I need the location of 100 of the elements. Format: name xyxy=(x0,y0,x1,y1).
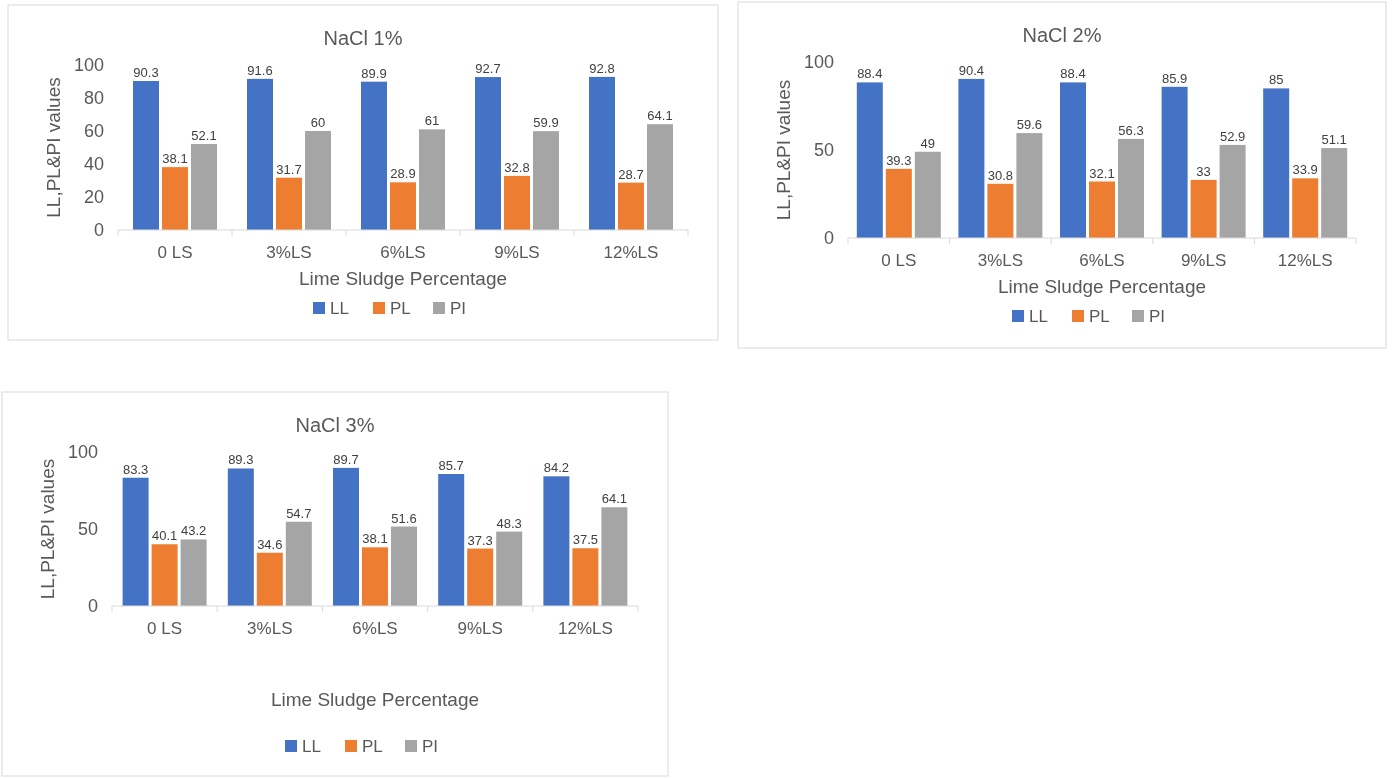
y-tick-label: 100 xyxy=(67,442,98,463)
x-axis-title: Lime Sludge Percentage xyxy=(270,689,480,710)
x-axis-title: Lime Sludge Percentage xyxy=(298,268,508,289)
y-tick-label: 40 xyxy=(83,154,104,175)
bar xyxy=(958,78,985,238)
data-label: 37.3 xyxy=(467,532,493,548)
y-tick-label: 100 xyxy=(73,55,104,76)
data-label: 32.1 xyxy=(1089,165,1115,181)
data-label: 85.9 xyxy=(1161,70,1188,86)
x-tick-label: 6%LS xyxy=(380,243,426,262)
data-label: 89.3 xyxy=(228,452,254,468)
data-label: 52.9 xyxy=(1219,128,1246,144)
y-axis-title: LL,PL&PI values xyxy=(37,458,58,600)
data-label: 40.1 xyxy=(151,528,178,544)
y-tick-label: 50 xyxy=(77,519,98,540)
y-axis-title: LL,PL&PI values xyxy=(43,77,64,218)
y-tick-label: 0 xyxy=(87,596,98,617)
data-label: 59.9 xyxy=(533,115,559,131)
data-label: 28.9 xyxy=(390,166,416,182)
y-tick-label: 100 xyxy=(803,52,834,73)
bar xyxy=(856,82,883,238)
x-tick-label: 0 LS xyxy=(881,251,917,270)
bar xyxy=(438,474,465,606)
data-label: 89.7 xyxy=(333,451,359,467)
bar xyxy=(467,548,494,606)
bar xyxy=(276,177,302,230)
x-tick-label: 0 LS xyxy=(147,619,183,638)
bar xyxy=(162,167,188,230)
x-tick-label: 9%LS xyxy=(494,243,540,262)
data-label: 43.2 xyxy=(180,523,207,539)
data-label: 31.7 xyxy=(276,161,302,177)
x-tick-label: 12%LS xyxy=(603,243,659,262)
x-tick-label: 3%LS xyxy=(266,243,312,262)
bar xyxy=(1089,181,1115,238)
data-label: 64.1 xyxy=(601,491,628,507)
data-label: 89.9 xyxy=(361,65,387,81)
data-label: 51.6 xyxy=(391,510,417,526)
data-label: 54.7 xyxy=(286,505,312,521)
data-label: 49 xyxy=(920,135,936,151)
legend-label: PI xyxy=(422,736,439,756)
x-tick-label: 3%LS xyxy=(247,619,293,638)
x-tick-label: 6%LS xyxy=(352,619,398,638)
data-label: 60 xyxy=(310,115,326,130)
y-axis-title: LL,PL&PI values xyxy=(773,79,794,221)
bar xyxy=(390,182,416,230)
bar xyxy=(601,507,628,606)
bar xyxy=(1161,86,1188,238)
bar xyxy=(256,552,283,606)
legend-label: LL xyxy=(302,736,321,756)
bar xyxy=(180,539,207,606)
legend-label: LL xyxy=(1029,306,1048,326)
data-label: 32.8 xyxy=(504,159,530,175)
bar xyxy=(589,76,615,230)
bar xyxy=(647,124,673,230)
x-tick-label: 9%LS xyxy=(457,619,503,638)
data-label: 91.6 xyxy=(247,62,273,78)
bar xyxy=(543,476,570,606)
data-label: 34.6 xyxy=(257,536,283,552)
bar xyxy=(475,77,501,230)
legend-label: PL xyxy=(390,298,411,318)
x-tick-label: 12%LS xyxy=(1277,251,1333,270)
data-label: 92.7 xyxy=(475,61,501,77)
data-label: 61 xyxy=(424,113,440,129)
data-label: 59.6 xyxy=(1016,117,1043,133)
data-label: 90.3 xyxy=(133,65,159,80)
x-tick-label: 3%LS xyxy=(977,251,1024,270)
data-label: 48.3 xyxy=(496,515,522,531)
bar xyxy=(914,151,941,238)
legend-label: PL xyxy=(362,736,383,756)
data-label: 85 xyxy=(1268,72,1284,88)
legend-label: LL xyxy=(330,298,349,318)
chart-title: NaCl 3% xyxy=(295,414,375,436)
bar xyxy=(247,78,273,230)
data-label: 51.1 xyxy=(1321,132,1347,148)
data-label: 88.4 xyxy=(1060,66,1086,82)
bar xyxy=(191,144,217,230)
bar xyxy=(305,131,331,230)
data-label: 28.7 xyxy=(618,166,644,182)
x-axis-title: Lime Sludge Percentage xyxy=(997,276,1207,297)
data-label: 83.3 xyxy=(122,461,149,477)
data-label: 33 xyxy=(1196,163,1211,179)
legend-label: PL xyxy=(1089,306,1110,326)
bar xyxy=(1219,144,1246,238)
bar xyxy=(572,548,599,606)
legend-label: PI xyxy=(450,298,467,318)
data-label: 90.4 xyxy=(958,62,985,78)
data-label: 37.5 xyxy=(572,532,599,548)
bar xyxy=(1190,179,1217,238)
bar xyxy=(1118,138,1144,238)
data-label: 85.7 xyxy=(438,458,464,474)
bar xyxy=(227,468,254,606)
chart-title: NaCl 2% xyxy=(1022,24,1102,46)
bar xyxy=(151,544,178,606)
data-label: 30.8 xyxy=(987,167,1014,183)
bar xyxy=(133,81,159,230)
bar xyxy=(885,168,912,238)
data-label: 33.9 xyxy=(1292,162,1318,178)
data-label: 56.3 xyxy=(1118,122,1144,138)
y-tick-label: 60 xyxy=(83,121,104,142)
bar xyxy=(362,547,388,606)
